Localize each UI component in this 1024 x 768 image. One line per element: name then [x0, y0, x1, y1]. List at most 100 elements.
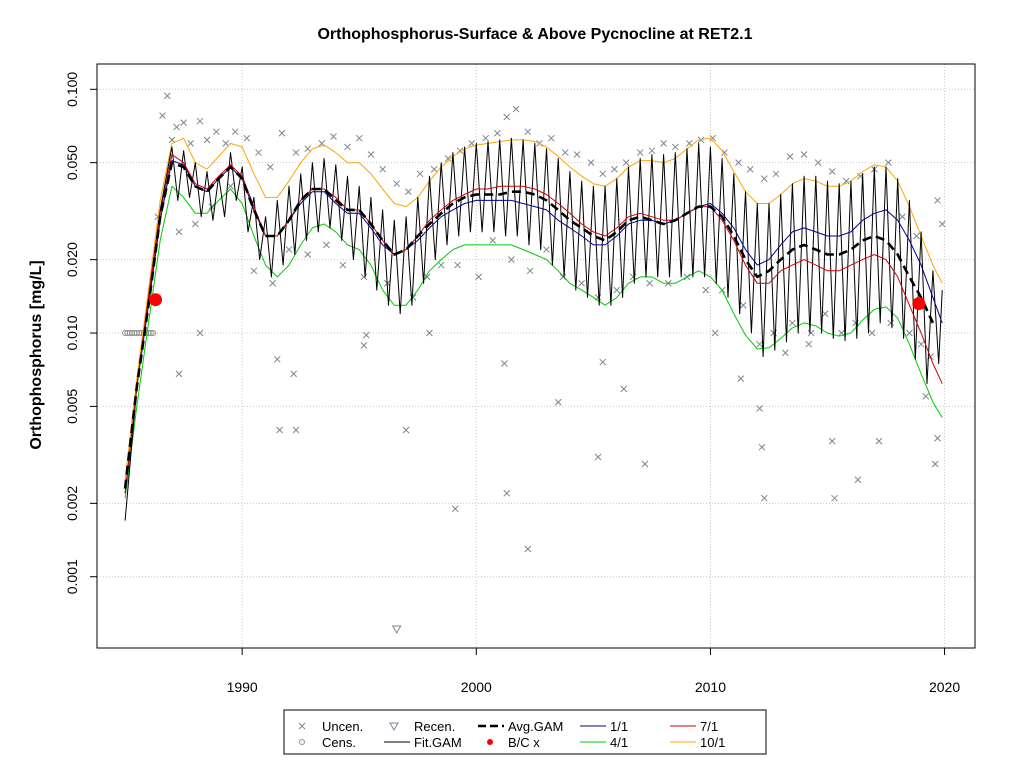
data-point-uncensored	[917, 340, 925, 348]
data-point-uncensored	[269, 279, 276, 287]
legend-item: Uncen.	[298, 719, 363, 734]
data-point-uncensored	[646, 279, 653, 287]
data-point-uncensored	[475, 273, 482, 281]
data-point-uncensored	[454, 261, 461, 269]
data-point-uncensored	[360, 341, 368, 349]
legend-item: Cens.	[299, 735, 356, 750]
data-point-uncensored	[292, 149, 300, 156]
data-point-uncensored	[187, 140, 195, 147]
data-point-uncensored	[807, 329, 815, 337]
data-point-uncensored	[709, 134, 717, 142]
data-point-uncensored	[760, 494, 768, 502]
series-recen-	[391, 625, 402, 635]
data-point-uncensored	[599, 358, 607, 366]
data-point-uncensored	[250, 267, 258, 275]
legend-item: 1/1	[580, 719, 628, 734]
data-point-uncensored	[899, 213, 906, 221]
series-uncen-	[154, 92, 946, 553]
data-point-uncensored	[875, 437, 883, 445]
data-point-uncensored	[163, 92, 171, 100]
data-point-uncensored	[255, 149, 262, 156]
legend-box	[283, 709, 767, 755]
data-point-uncensored	[814, 159, 822, 167]
data-point-uncensored	[227, 182, 234, 190]
data-point-uncensored	[629, 273, 637, 281]
data-point-uncensored	[379, 165, 386, 173]
data-point-uncensored	[931, 460, 939, 468]
legend-label: Fit.GAM	[414, 735, 462, 750]
data-point-uncensored	[451, 505, 459, 513]
y-axis-label: Orthophosphorus [mg/L]	[28, 260, 45, 449]
y-tick-label: 0.005	[64, 389, 80, 424]
legend-label: 1/1	[610, 719, 628, 734]
series-b-c-x	[149, 293, 926, 311]
data-point-uncensored	[292, 426, 300, 434]
y-tick-label: 0.050	[64, 145, 80, 180]
series-avg-gam	[123, 161, 935, 489]
data-point-uncensored	[426, 329, 433, 337]
legend-item: Avg.GAM	[478, 719, 563, 734]
legend-item: Fit.GAM	[384, 735, 462, 750]
legend-label: 10/1	[700, 735, 725, 750]
bc-marker	[149, 293, 163, 307]
data-point-uncensored	[913, 232, 920, 240]
data-point-uncensored	[543, 246, 550, 253]
series-line	[124, 160, 943, 494]
data-point-uncensored	[526, 267, 534, 275]
data-point-uncensored	[831, 494, 838, 502]
legend-label: 7/1	[700, 719, 718, 734]
data-point-uncensored	[800, 151, 808, 158]
data-point-uncensored	[503, 489, 511, 497]
data-point-uncensored	[746, 165, 754, 173]
series-line	[124, 154, 943, 494]
data-point-uncensored	[702, 286, 710, 294]
data-point-uncensored	[554, 398, 562, 406]
y-tick-label: 0.020	[64, 242, 80, 277]
series-cens-	[122, 330, 157, 337]
data-point-uncensored	[468, 140, 475, 147]
data-point-uncensored	[660, 140, 667, 147]
data-point-uncensored	[203, 136, 211, 144]
legend-item: 10/1	[670, 735, 725, 750]
series-line	[123, 161, 935, 489]
data-point-uncensored	[573, 151, 581, 158]
x-tick-label: 1990	[227, 679, 258, 695]
data-point-uncensored	[772, 170, 780, 178]
series-line	[124, 137, 943, 480]
data-point-uncensored	[648, 147, 656, 155]
data-point-uncensored	[344, 143, 351, 151]
legend-label: Avg.GAM	[508, 719, 563, 734]
data-point-uncensored	[355, 134, 363, 142]
data-point-uncensored	[494, 129, 501, 137]
data-point-uncensored	[735, 159, 742, 167]
data-point-uncensored	[276, 426, 283, 434]
data-point-uncensored	[175, 228, 183, 236]
data-point-uncensored	[524, 128, 532, 136]
y-tick-label: 0.100	[64, 72, 80, 107]
data-point-uncensored	[578, 279, 586, 287]
data-point-uncensored	[339, 261, 347, 269]
data-point-uncensored	[402, 426, 410, 434]
series-line	[124, 137, 943, 521]
data-point-uncensored	[243, 134, 251, 142]
series-4-1	[124, 185, 943, 499]
legend-symbol	[389, 722, 399, 732]
data-point-uncensored	[304, 251, 312, 258]
data-point-uncensored	[620, 385, 628, 393]
data-point-censored	[150, 330, 157, 337]
data-point-uncensored	[524, 545, 532, 553]
data-point-uncensored	[887, 319, 895, 327]
series-layer	[122, 92, 946, 635]
data-point-uncensored	[304, 145, 312, 153]
data-point-uncensored	[196, 329, 204, 337]
data-point-uncensored	[180, 119, 187, 126]
data-point-uncensored	[885, 159, 892, 167]
data-point-uncensored	[821, 310, 829, 318]
data-point-uncensored	[934, 197, 941, 204]
data-point-uncensored	[405, 188, 412, 196]
data-point-uncensored	[213, 128, 220, 136]
data-point-uncensored	[191, 220, 199, 228]
data-point-uncensored	[231, 128, 239, 136]
data-point-uncensored	[222, 140, 230, 147]
